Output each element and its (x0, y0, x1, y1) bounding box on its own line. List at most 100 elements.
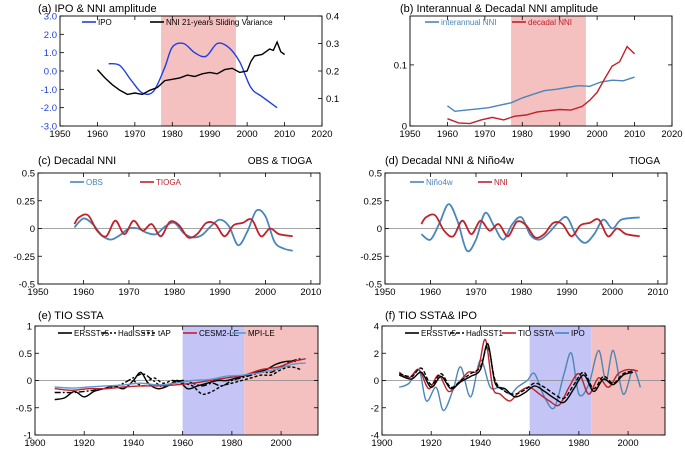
y-tick-label: -0.5 (19, 280, 35, 291)
x-tick-label: 1940 (470, 438, 491, 449)
panel-a: (a) IPO & NNI amplitude 1950 1960 1970 1980 1… (38, 3, 339, 140)
plot-frame (381, 325, 666, 436)
x-tick-label: 1980 (568, 438, 589, 449)
plot-frame (59, 15, 323, 127)
plot-frame (409, 15, 673, 127)
x-tick-label: 2000 (618, 438, 639, 449)
x-tick-label: 1980 (221, 438, 242, 449)
x-tick-label: 1940 (123, 438, 144, 449)
legend-label: HadISST1 (118, 329, 155, 338)
y-tick-label: -0.5 (16, 403, 32, 414)
legend-label: TIO SSTA (518, 329, 555, 338)
y-tick-label: -0.5 (366, 280, 382, 291)
x-tick-label: 1960 (172, 438, 193, 449)
x-tick-label: 2020 (661, 129, 682, 140)
x-tick-label: 1990 (556, 287, 577, 298)
y-tick-label: -1.0 (41, 85, 57, 96)
y-right-tick-label: 0.4 (326, 12, 339, 23)
y-tick-label: -1 (24, 431, 32, 442)
legend-label: OBS (86, 178, 103, 187)
panel-corner-label: OBS & TIOGA (248, 156, 313, 167)
panel-title: (e) TIO SSTA (38, 310, 104, 322)
series-line-nni-21-years-sliding-variance (96, 40, 286, 96)
plot-frame (37, 172, 321, 285)
panel-title: (d) Decadal NNI & Niño4w (385, 155, 514, 167)
legend-label: decadal NNI (528, 18, 572, 27)
x-tick-label: 2010 (624, 129, 645, 140)
series-line-ersstv5 (398, 342, 634, 404)
legend-label: ERSSTv5 (421, 329, 457, 338)
shade-b-pink (511, 16, 586, 126)
x-tick-label: 2000 (237, 129, 258, 140)
panel-b: (b) Interannual & Decadal NNI amplitude 1… (394, 3, 683, 140)
x-tick-label: 1960 (437, 129, 458, 140)
x-tick-label: 2010 (647, 287, 668, 298)
y-tick-label: -4 (371, 431, 379, 442)
y-tick-label: 0 (27, 376, 32, 387)
x-tick-label: 2020 (311, 129, 332, 140)
x-tick-label: 1920 (421, 438, 442, 449)
y-tick-label: -0.25 (13, 252, 35, 263)
legend-label: IPO (98, 18, 112, 27)
y-tick-label: 4 (374, 322, 379, 333)
x-tick-label: 2000 (271, 438, 292, 449)
panel-e: (e) TIO SSTA 1900 1920 1940 1960 1980 2000 1 0.5… (16, 310, 319, 449)
y-tick-label: 2 (374, 349, 379, 360)
x-tick-label: 1990 (199, 129, 220, 140)
legend-label: interannual NNI (441, 18, 497, 27)
series-line-decadal-nni (447, 45, 636, 125)
x-tick-label: 1900 (24, 438, 45, 449)
y-tick-label: 0 (30, 224, 35, 235)
series-line-nni (420, 213, 640, 239)
legend-label: NNI (494, 178, 508, 187)
legend-label: IPO (571, 329, 585, 338)
y-tick-label: 0.5 (22, 169, 35, 180)
y-tick-label: 0.5 (369, 169, 382, 180)
y-tick-label: -3.0 (41, 122, 57, 133)
x-tick-label: 2000 (587, 129, 608, 140)
x-tick-label: 1950 (399, 129, 420, 140)
panel-title: (a) IPO & NNI amplitude (38, 3, 157, 15)
series-line-ipo (108, 42, 278, 109)
x-tick-label: 1990 (549, 129, 570, 140)
series-line-ni-o4w (420, 203, 640, 253)
y-tick-label: 1 (27, 322, 32, 333)
y-tick-label: 0 (402, 122, 407, 133)
series-line-ipo (398, 349, 642, 412)
series-line-ersstv5 (54, 360, 296, 401)
panel-corner-label: TIOGA (629, 156, 660, 167)
x-tick-label: 2010 (300, 287, 321, 298)
y-tick-label: 0.25 (364, 196, 383, 207)
x-tick-label: 1970 (465, 287, 486, 298)
x-tick-label: 1980 (511, 287, 532, 298)
panel-f: (f) TIO SSTA& IPO 1900 1920 1940 1960 1980 200… (371, 310, 666, 449)
x-tick-label: 1960 (420, 287, 441, 298)
x-tick-label: 1950 (27, 287, 48, 298)
legend-label: CESM2-LE (199, 329, 239, 338)
y-tick-label: 0 (374, 376, 379, 387)
y-tick-label: -2.0 (41, 103, 57, 114)
series-line-hadisst1 (399, 345, 634, 400)
legend-label: NNI 21-years Sliding Variance (166, 18, 273, 27)
x-tick-label: 2000 (255, 287, 276, 298)
y-tick-label: 0.25 (17, 196, 36, 207)
legend-label: ERSSTv5 (74, 329, 110, 338)
panel-c: (c) Decadal NNI OBS & TIOGA 1950 1960 1970 19… (13, 155, 321, 298)
x-tick-label: 1900 (371, 438, 392, 449)
plot-frame (34, 325, 319, 436)
x-tick-label: 1980 (164, 287, 185, 298)
legend-label: HadISST1 (466, 329, 503, 338)
y-tick-label: -0.25 (360, 252, 382, 263)
legend-label: MPI-LE (248, 329, 275, 338)
series-line-cesm2-le (54, 358, 306, 392)
x-tick-label: 1990 (209, 287, 230, 298)
x-tick-label: 2000 (602, 287, 623, 298)
shade-a-pink (161, 16, 236, 126)
y-right-tick-label: 0.2 (326, 67, 339, 78)
x-tick-label: 1960 (73, 287, 94, 298)
y-right-tick-label: 0.3 (326, 39, 339, 50)
panel-d: (d) Decadal NNI & Niño4w TIOGA 1950 1960 197… (360, 155, 668, 298)
legend-label: TIOGA (156, 178, 182, 187)
legend-label: tAP (158, 329, 171, 338)
